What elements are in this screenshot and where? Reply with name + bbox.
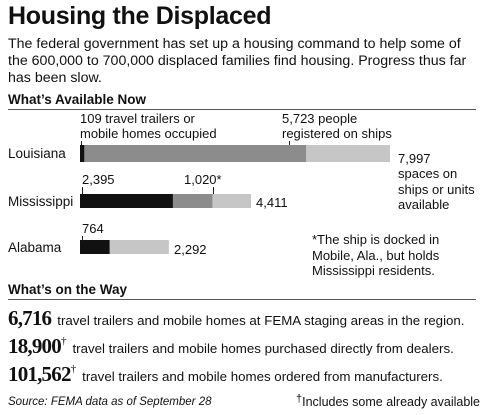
on-the-way-row: 18,900† travel trailers and mobile homes … [8, 334, 454, 359]
bar-alabama-occupied [80, 240, 110, 254]
section-on-the-way: What’s on the Way [8, 282, 128, 297]
on-the-way-number: 101,562 [8, 362, 71, 386]
louisiana-ships-leader [289, 141, 290, 145]
on-the-way-text: travel trailers and mobile homes ordered… [82, 369, 443, 384]
dagger-footnote: †Includes some already available [296, 393, 480, 409]
alabama-occupied-label: 764 [82, 221, 104, 236]
ship-footnote: *The ship is docked in Mobile, Ala., but… [312, 232, 440, 278]
louisiana-total-note: spaces on ships or units available [398, 166, 475, 212]
louisiana-occupied-leader [81, 141, 82, 145]
chart-title: Housing the Displaced [8, 2, 272, 30]
on-the-way-text: travel trailers and mobile homes at FEMA… [57, 313, 465, 328]
on-the-way-text: travel trailers and mobile homes purchas… [72, 341, 454, 356]
dagger-mark: † [60, 335, 67, 347]
on-the-way-row: 101,562† travel trailers and mobile homes… [8, 362, 443, 387]
state-alabama: Alabama [8, 240, 62, 255]
section-divider [8, 299, 476, 300]
louisiana-ships-label: 5,723 people registered on ships [282, 111, 392, 141]
dagger-footnote-text: Includes some already available [302, 395, 481, 409]
dagger-mark: † [70, 363, 77, 375]
section-divider [8, 109, 476, 110]
on-the-way-number: 18,900 [8, 334, 62, 358]
on-the-way-row: 6,716 travel trailers and mobile homes at… [8, 306, 465, 331]
section-available-now: What’s Available Now [8, 92, 147, 107]
bar-louisiana-occupied [80, 145, 85, 162]
intro-text: The federal government has set up a hous… [8, 36, 467, 86]
state-louisiana: Louisiana [8, 146, 66, 161]
louisiana-occupied-label: 109 travel trailers or mobile homes occu… [80, 111, 217, 141]
dagger-mark: † [296, 393, 303, 405]
state-mississippi: Mississippi [8, 194, 74, 209]
bar-chart [80, 145, 390, 254]
bar-mississippi-occupied [80, 194, 173, 208]
mississippi-occupied-leader [82, 187, 83, 194]
on-the-way-number: 6,716 [8, 306, 52, 330]
bar-louisiana-ships [80, 145, 307, 162]
alabama-total-label: 2,292 [174, 242, 207, 257]
alabama-occupied-leader [82, 236, 83, 241]
mississippi-occupied-label: 2,395 [82, 172, 115, 187]
mississippi-ships-label: 1,020* [184, 172, 222, 187]
mississippi-total-label: 4,411 [256, 195, 288, 210]
mississippi-ships-leader [213, 187, 214, 194]
louisiana-total-label: 7,997 [398, 151, 431, 166]
source-note: Source: FEMA data as of September 28 [8, 396, 212, 408]
